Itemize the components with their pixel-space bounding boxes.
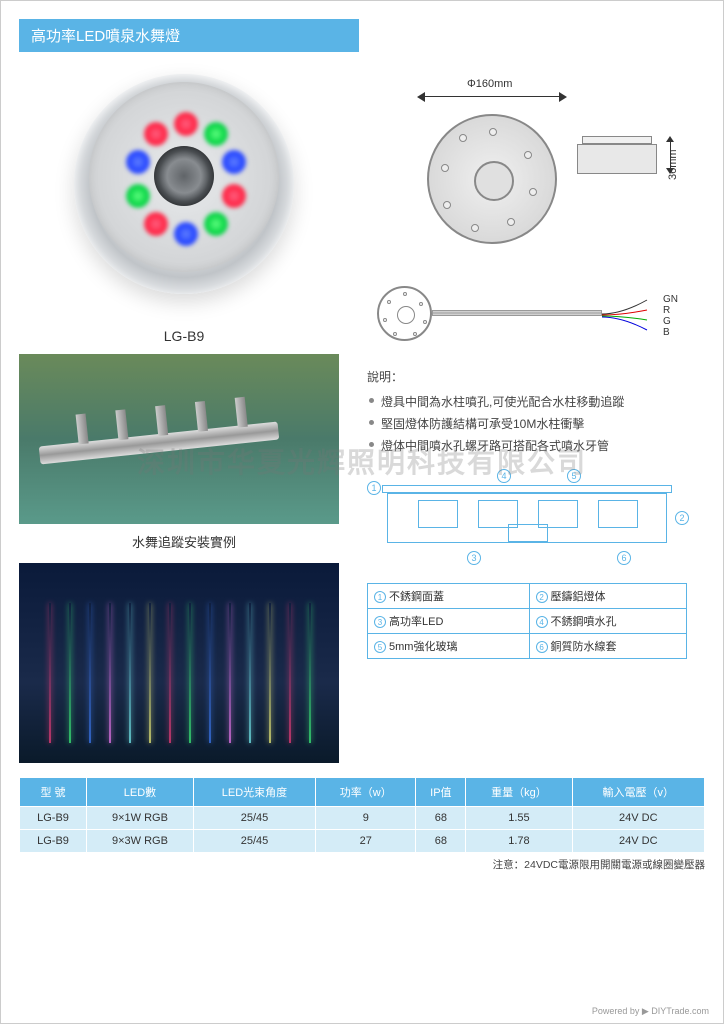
water-jet — [269, 603, 271, 743]
led-light — [204, 212, 228, 236]
led-light — [174, 222, 198, 246]
led-light — [174, 112, 198, 136]
spec-cell: 25/45 — [193, 807, 315, 830]
led-light — [144, 122, 168, 146]
led-light — [144, 212, 168, 236]
install-photo — [19, 354, 339, 524]
water-jet — [129, 603, 131, 743]
spec-header: 功率（w） — [316, 778, 416, 807]
parts-table: 1不銹鋼面蓋2壓鑄鋁燈体3高功率LED4不銹鋼噴水孔55mm強化玻璃6銅質防水線… — [367, 583, 687, 659]
led-light — [204, 122, 228, 146]
spec-cell: 68 — [416, 830, 466, 853]
water-jet — [89, 603, 91, 743]
dim-side-view — [577, 144, 657, 174]
footer-credit: Powered by ▶ DIYTrade.com — [592, 1006, 709, 1017]
led-light — [222, 184, 246, 208]
cross-section-diagram: 1 4 5 2 3 6 — [367, 473, 687, 573]
wiring-cable — [432, 310, 602, 316]
spec-header: IP值 — [416, 778, 466, 807]
spec-header: 型 號 — [20, 778, 87, 807]
callout-2: 2 — [675, 511, 689, 525]
parts-cell: 55mm強化玻璃 — [368, 634, 530, 659]
led-light — [126, 184, 150, 208]
spec-header: LED光束角度 — [193, 778, 315, 807]
water-jet — [69, 603, 71, 743]
wiring-diagram: GN R G B — [367, 274, 677, 354]
parts-cell: 3高功率LED — [368, 609, 530, 634]
spec-cell: 25/45 — [193, 830, 315, 853]
product-render — [34, 64, 334, 324]
water-jet — [289, 603, 291, 743]
spec-cell: 68 — [416, 807, 466, 830]
water-jet — [209, 603, 211, 743]
left-column: LG-B9 水舞追蹤安裝實例 — [19, 64, 349, 763]
spec-cell: 9 — [316, 807, 416, 830]
notes-list: 燈具中間為水柱噴孔,可使光配合水柱移動追蹤 堅固燈体防護結構可承受10M水柱衝擊… — [367, 391, 705, 457]
spec-cell: 9×1W RGB — [87, 807, 194, 830]
diameter-label: Φ160mm — [467, 78, 512, 90]
note-item: 堅固燈体防護結構可承受10M水柱衝擊 — [367, 413, 705, 435]
water-jet — [309, 603, 311, 743]
spec-note: 注意：24VDC電源限用開關電源或線圈變壓器 — [1, 857, 705, 872]
led-light — [222, 150, 246, 174]
water-jet — [169, 603, 171, 743]
height-label: 36mm — [667, 149, 679, 180]
spec-cell: 1.78 — [466, 830, 572, 853]
spec-cell: LG-B9 — [20, 807, 87, 830]
water-jet — [189, 603, 191, 743]
wire-label-g: G — [663, 316, 671, 327]
water-jet — [149, 603, 151, 743]
water-jet — [249, 603, 251, 743]
page: 高功率LED噴泉水舞燈 LG-B9 水舞追蹤安裝實例 — [0, 0, 724, 1024]
wiring-ring — [377, 286, 432, 341]
callout-6: 6 — [617, 551, 631, 565]
note-item: 燈具中間為水柱噴孔,可使光配合水柱移動追蹤 — [367, 391, 705, 413]
led-light — [126, 150, 150, 174]
parts-cell: 4不銹鋼噴水孔 — [529, 609, 686, 634]
spec-cell: 9×3W RGB — [87, 830, 194, 853]
dimension-diagram: Φ160mm 36mm — [367, 84, 677, 264]
spec-cell: 24V DC — [572, 807, 704, 830]
parts-cell: 1不銹鋼面蓋 — [368, 584, 530, 609]
spec-header: 重量（kg） — [466, 778, 572, 807]
callout-1: 1 — [367, 481, 381, 495]
spec-header: LED數 — [87, 778, 194, 807]
callout-5: 5 — [567, 469, 581, 483]
notes-section: 說明： 燈具中間為水柱噴孔,可使光配合水柱移動追蹤 堅固燈体防護結構可承受10M… — [367, 368, 705, 457]
content-area: LG-B9 水舞追蹤安裝實例 Φ160mm — [1, 64, 723, 763]
spec-cell: 1.55 — [466, 807, 572, 830]
product-label: LG-B9 — [19, 328, 349, 344]
ring-hole — [154, 146, 214, 206]
wire-split-icon — [602, 298, 662, 338]
install-photo-label: 水舞追蹤安裝實例 — [19, 532, 349, 551]
pipe-illustration — [39, 422, 280, 465]
note-item: 燈体中間噴水孔螺牙路可搭配各式噴水牙管 — [367, 435, 705, 457]
wire-label-gn: GN — [663, 294, 678, 305]
wire-label-b: B — [663, 327, 670, 338]
spec-cell: LG-B9 — [20, 830, 87, 853]
spec-table: 型 號LED數LED光束角度功率（w）IP值重量（kg）輸入電壓（v） LG-B… — [19, 777, 705, 853]
spec-cell: 24V DC — [572, 830, 704, 853]
callout-4: 4 — [497, 469, 511, 483]
spec-header: 輸入電壓（v） — [572, 778, 704, 807]
water-jet — [229, 603, 231, 743]
fountain-photo — [19, 563, 339, 763]
width-arrow — [417, 92, 567, 106]
parts-cell: 2壓鑄鋁燈体 — [529, 584, 686, 609]
notes-title: 說明： — [367, 368, 705, 385]
water-jet — [109, 603, 111, 743]
water-jet — [49, 603, 51, 743]
dim-side-top — [582, 136, 652, 144]
parts-cell: 6銅質防水線套 — [529, 634, 686, 659]
callout-3: 3 — [467, 551, 481, 565]
spec-cell: 27 — [316, 830, 416, 853]
title-bar: 高功率LED噴泉水舞燈 — [19, 19, 359, 52]
wire-label-r: R — [663, 305, 670, 316]
right-column: Φ160mm 36mm — [367, 64, 705, 763]
dim-ring-top — [427, 114, 557, 244]
